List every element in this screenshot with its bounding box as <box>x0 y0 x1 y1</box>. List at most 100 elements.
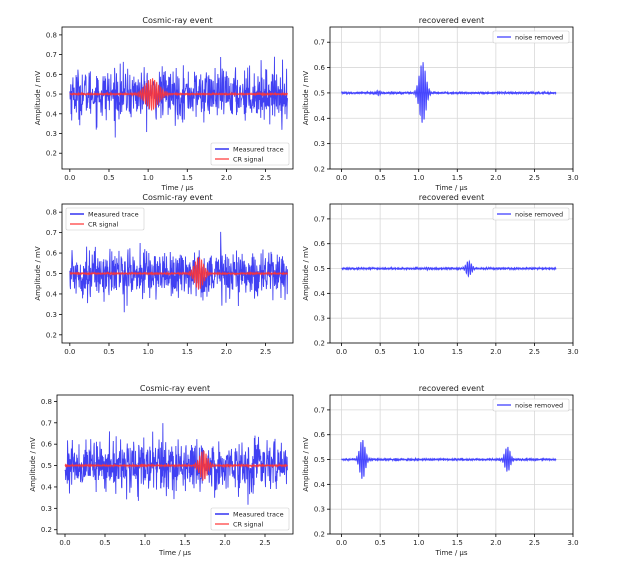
y-tick-label-1: 0.3 <box>314 140 325 148</box>
x-tick-label-0: 0.0 <box>336 539 347 547</box>
x-tick-label-6: 3.0 <box>567 174 578 182</box>
chart-panel-4: 0.0 0.5 1.0 1.5 2.0 2.5 3.0 0.2 0.3 0.4 0.5 0.6 0.7 r… <box>302 193 579 356</box>
x-tick-label-3: 1.5 <box>452 174 463 182</box>
legend: noise removed <box>492 207 570 221</box>
x-tick-label-5: 2.5 <box>260 348 271 356</box>
x-tick-label-2: 1.0 <box>143 174 154 182</box>
x-tick-label-4: 2.0 <box>221 174 232 182</box>
x-tick-label-0: 0.0 <box>64 348 75 356</box>
y-tick-label-3: 0.5 <box>314 89 325 97</box>
plot-area <box>341 439 557 479</box>
x-tick-label-6: 3.0 <box>567 539 578 547</box>
y-tick-label-4: 0.6 <box>314 431 326 439</box>
legend-label-1: Measured trace <box>233 511 284 519</box>
y-tick-label-2: 0.4 <box>314 115 326 123</box>
x-tick-label-5: 2.5 <box>529 174 540 182</box>
x-tick-label-5: 2.5 <box>529 539 540 547</box>
x-tick-label-4: 2.0 <box>219 539 230 547</box>
y-axis-label: Amplitude / mV <box>302 246 310 300</box>
x-tick-label-4: 2.0 <box>221 348 232 356</box>
x-tick-label-0: 0.0 <box>336 174 347 182</box>
series-line-1 <box>341 62 557 123</box>
legend-box <box>492 30 570 44</box>
x-tick-label-2: 1.0 <box>413 174 424 182</box>
chart-title: Cosmic-ray event <box>142 193 212 202</box>
y-tick-label-5: 0.7 <box>41 419 52 427</box>
x-tick-label-3: 1.5 <box>452 539 463 547</box>
plot-area <box>341 259 557 278</box>
x-tick-label-2: 1.0 <box>139 539 150 547</box>
legend: noise removed <box>492 30 570 44</box>
y-tick-label-4: 0.6 <box>314 64 326 72</box>
x-tick-label-1: 0.5 <box>99 539 110 547</box>
y-tick-label-4: 0.6 <box>314 240 326 248</box>
series-line-2 <box>69 257 288 290</box>
series-line-1 <box>69 56 288 138</box>
legend-label-2: CR signal <box>88 221 119 229</box>
legend-label-1: noise removed <box>515 211 563 219</box>
y-tick-label-2: 0.4 <box>46 290 58 298</box>
y-tick-label-5: 0.7 <box>46 229 57 237</box>
y-tick-label-3: 0.5 <box>314 265 325 273</box>
chart-panel-6: 0.0 0.5 1.0 1.5 2.0 2.5 3.0 0.2 0.3 0.4 0.5 0.6 0.7 r… <box>302 384 579 557</box>
y-axis-label: Amplitude / mV <box>34 246 42 300</box>
x-axis-label: Time / µs <box>160 184 193 192</box>
legend-label-1: Measured trace <box>233 146 284 154</box>
series-line-1 <box>341 439 557 479</box>
x-tick-label-4: 2.0 <box>490 348 501 356</box>
y-tick-label-3: 0.5 <box>314 456 325 464</box>
x-tick-label-3: 1.5 <box>179 539 190 547</box>
y-tick-label-0: 0.2 <box>46 150 57 158</box>
y-tick-label-1: 0.3 <box>46 311 57 319</box>
legend-box <box>210 507 290 531</box>
legend-box <box>210 142 290 166</box>
y-tick-label-4: 0.6 <box>41 441 53 449</box>
chart-panel-1: 0.0 0.5 1.0 1.5 2.0 2.5 0.2 0.3 0.4 0.5 0.6 0.7 0.8 C… <box>34 16 294 192</box>
x-tick-label-2: 1.0 <box>143 348 154 356</box>
legend-box <box>492 398 570 412</box>
axes-frame <box>329 26 574 170</box>
y-tick-label-3: 0.5 <box>46 270 57 278</box>
x-tick-label-0: 0.0 <box>64 174 75 182</box>
y-tick-label-5: 0.7 <box>314 39 325 47</box>
y-tick-label-1: 0.3 <box>314 506 325 514</box>
legend-label-1: noise removed <box>515 34 563 42</box>
x-axis-label: Time / µs <box>434 549 467 557</box>
legend: Measured trace CR signal <box>65 207 145 231</box>
x-tick-label-2: 1.0 <box>413 539 424 547</box>
y-axis-label: Amplitude / mV <box>302 71 310 125</box>
y-tick-label-0: 0.2 <box>41 526 52 534</box>
y-tick-label-3: 0.5 <box>41 462 52 470</box>
legend-box <box>492 207 570 221</box>
x-tick-label-2: 1.0 <box>413 348 424 356</box>
axes-frame <box>329 203 574 344</box>
series-line-2 <box>64 449 288 481</box>
series-line-1 <box>69 231 288 313</box>
y-axis-label: Amplitude / mV <box>29 437 37 491</box>
legend-label-2: CR signal <box>233 156 264 164</box>
x-tick-label-4: 2.0 <box>490 539 501 547</box>
x-tick-label-3: 1.5 <box>452 348 463 356</box>
plot-area <box>341 62 557 123</box>
chart-title: recovered event <box>419 384 484 393</box>
x-tick-label-3: 1.5 <box>182 174 193 182</box>
y-tick-label-1: 0.3 <box>314 315 325 323</box>
axes-frame <box>329 394 574 535</box>
legend: Measured trace CR signal <box>210 142 290 166</box>
chart-title: Cosmic-ray event <box>142 16 212 25</box>
chart-title: recovered event <box>419 16 484 25</box>
legend-label-2: CR signal <box>233 521 264 529</box>
x-tick-label-5: 2.5 <box>260 174 271 182</box>
y-tick-label-2: 0.4 <box>41 483 53 491</box>
y-tick-label-5: 0.7 <box>314 215 325 223</box>
y-tick-label-6: 0.8 <box>41 398 52 406</box>
x-tick-label-5: 2.5 <box>529 348 540 356</box>
x-axis-label: Time / µs <box>434 184 467 192</box>
y-tick-label-4: 0.6 <box>46 71 58 79</box>
x-tick-label-4: 2.0 <box>490 174 501 182</box>
x-tick-label-6: 3.0 <box>567 348 578 356</box>
chart-panel-3: 0.0 0.5 1.0 1.5 2.0 2.5 0.2 0.3 0.4 0.5 0.6 0.7 0.8 C… <box>34 193 294 356</box>
plot-area <box>69 56 288 138</box>
axes-frame <box>56 394 294 535</box>
x-tick-label-0: 0.0 <box>336 348 347 356</box>
